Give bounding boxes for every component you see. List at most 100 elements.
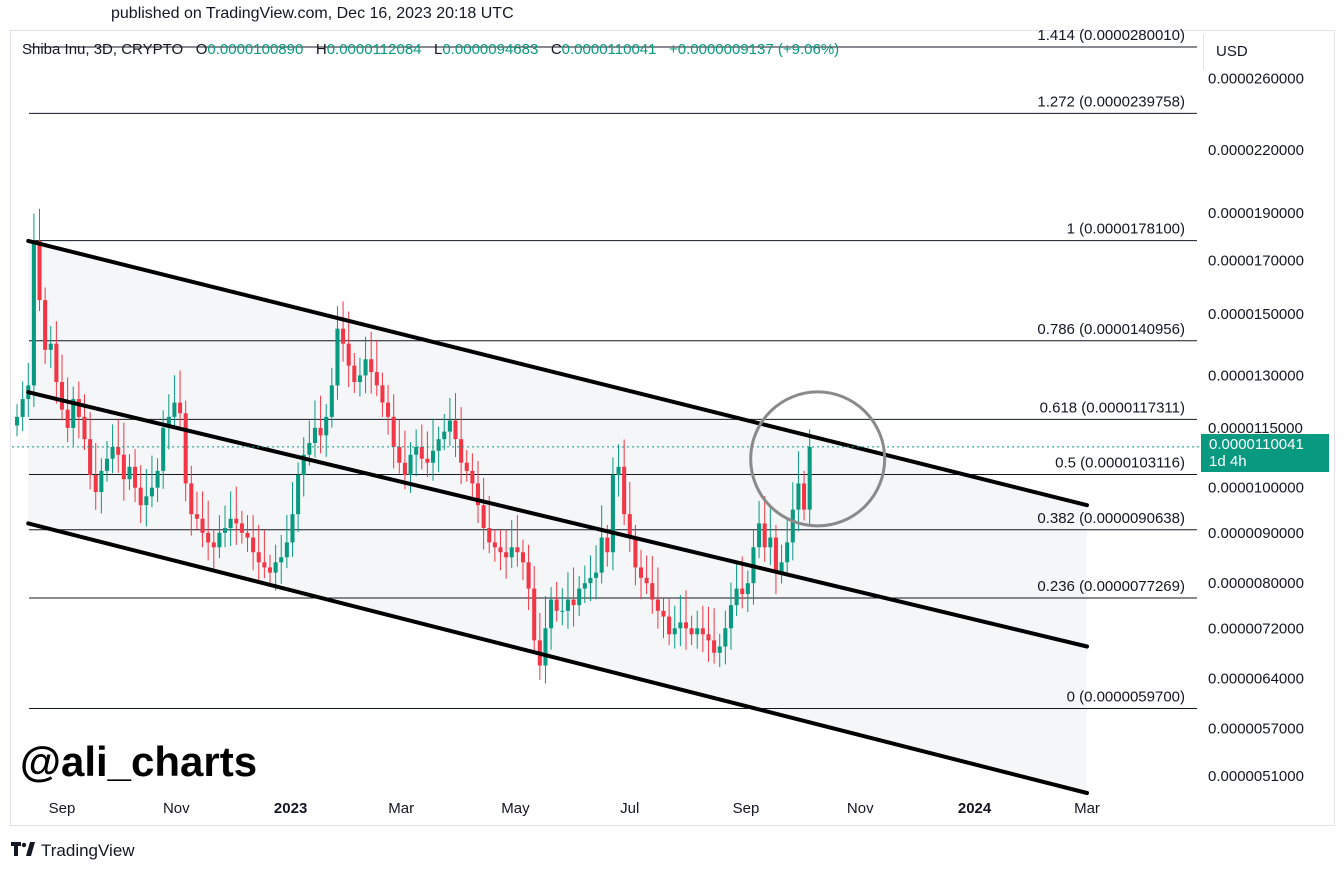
candle-body bbox=[116, 446, 121, 455]
price-axis-label: 0.0000051000 bbox=[1208, 768, 1304, 785]
candle-body bbox=[790, 509, 795, 543]
candle-body bbox=[419, 446, 424, 459]
candle-body bbox=[475, 483, 481, 506]
candle-body bbox=[234, 518, 239, 524]
candle-body bbox=[509, 547, 514, 558]
candle-body bbox=[487, 528, 492, 543]
candle-body bbox=[267, 567, 273, 573]
fib-level-label: 1.414 (0.0000280010) bbox=[1037, 27, 1185, 44]
open-label: O bbox=[195, 41, 208, 58]
candle-body bbox=[667, 616, 672, 635]
candle-body bbox=[256, 552, 261, 563]
currency-selector[interactable]: USD bbox=[1203, 34, 1331, 70]
fib-level-label: 0.618 (0.0000117311) bbox=[1040, 399, 1185, 416]
candle-body bbox=[301, 454, 306, 476]
fib-level-label: 0.5 (0.0000103116) bbox=[1055, 455, 1185, 472]
candle-body bbox=[279, 557, 284, 563]
candle-body bbox=[453, 420, 458, 440]
candle-body bbox=[194, 514, 199, 519]
candle-body bbox=[133, 466, 138, 488]
candle-body bbox=[99, 470, 104, 492]
candle-body bbox=[284, 542, 289, 558]
candle-body bbox=[431, 450, 436, 463]
price-axis-labels: 0.0000260000 0.0000220000 0.0000190000 0.00… bbox=[1208, 71, 1304, 785]
chart-frame bbox=[10, 30, 1335, 826]
candle-body bbox=[374, 372, 379, 386]
candle-body bbox=[206, 532, 211, 543]
fib-level-label: 1.272 (0.0000239758) bbox=[1037, 93, 1185, 110]
candle-body bbox=[121, 454, 126, 480]
candle-body bbox=[745, 583, 750, 595]
candle-body bbox=[110, 446, 115, 459]
candle-body bbox=[149, 487, 154, 497]
candle-body bbox=[650, 583, 655, 600]
candle-body bbox=[644, 577, 649, 584]
candle-body bbox=[706, 634, 711, 641]
candle-body bbox=[610, 475, 615, 553]
candle-body bbox=[346, 343, 351, 366]
candle-body bbox=[15, 416, 20, 426]
candle-body bbox=[740, 588, 745, 595]
candle-body bbox=[526, 562, 531, 589]
candle-body bbox=[380, 385, 385, 403]
symbol-label[interactable]: Shiba Inu, 3D, CRYPTO bbox=[22, 41, 184, 58]
candle-body bbox=[638, 567, 644, 578]
candle-body bbox=[447, 420, 452, 432]
candle-body bbox=[425, 458, 430, 463]
candle-body bbox=[785, 542, 790, 563]
candle-body bbox=[341, 328, 346, 344]
candle-body bbox=[127, 466, 132, 480]
candle-body bbox=[695, 628, 700, 635]
candle-body bbox=[324, 416, 329, 436]
time-axis-label: 2023 bbox=[274, 800, 307, 817]
candle-body bbox=[251, 537, 256, 553]
candle-body bbox=[802, 483, 807, 510]
candle-body bbox=[71, 399, 76, 428]
high-value: 0.0000112084 bbox=[326, 41, 422, 58]
candle-body bbox=[166, 416, 171, 428]
candle-body bbox=[700, 628, 705, 635]
candle-body bbox=[728, 605, 733, 629]
candle-body bbox=[757, 523, 762, 548]
candle-body bbox=[211, 542, 216, 548]
candle-body bbox=[93, 475, 98, 492]
candle-body bbox=[599, 537, 604, 573]
candle-body bbox=[683, 622, 689, 629]
candle-body bbox=[560, 610, 565, 612]
channel-fill-layer bbox=[28, 240, 1088, 793]
candle-body bbox=[88, 439, 93, 476]
time-axis-label: Sep bbox=[49, 800, 76, 817]
candle-body bbox=[369, 359, 374, 373]
high-label: H bbox=[315, 41, 327, 58]
candle-body bbox=[565, 599, 570, 611]
tradingview-logo[interactable]: TradingView bbox=[11, 840, 135, 861]
candle-body bbox=[661, 610, 666, 617]
candle-body bbox=[807, 446, 812, 510]
candle-body bbox=[655, 599, 660, 611]
price-axis-label: 0.0000190000 bbox=[1208, 205, 1304, 222]
candle-body bbox=[492, 542, 497, 548]
candle-body bbox=[54, 343, 59, 383]
time-axis-label: 2024 bbox=[958, 800, 992, 817]
candle-body bbox=[37, 240, 42, 301]
candle-body bbox=[178, 402, 183, 414]
fibonacci-layer: 1.414 (0.0000280010) 1.272 (0.0000239758)… bbox=[29, 27, 1197, 709]
fib-level-label: 0 (0.0000059700) bbox=[1067, 688, 1185, 705]
current-price-value: 0.0000110041 bbox=[1209, 436, 1304, 453]
candle-body bbox=[273, 562, 278, 573]
candle-body bbox=[31, 240, 36, 386]
candle-body bbox=[363, 359, 368, 376]
time-axis-label: Mar bbox=[388, 800, 414, 817]
bar-countdown: 1d 4h bbox=[1209, 453, 1247, 470]
candle-body bbox=[689, 628, 694, 635]
channel-band bbox=[28, 240, 1088, 793]
candle-body bbox=[504, 552, 509, 558]
candle-body bbox=[773, 537, 778, 573]
channel-lower-line bbox=[26, 521, 1089, 795]
candle-body bbox=[155, 470, 160, 488]
candle-body bbox=[622, 466, 627, 515]
time-axis-label: May bbox=[501, 800, 530, 817]
fib-level-label: 1 (0.0000178100) bbox=[1067, 221, 1185, 238]
candle-body bbox=[678, 622, 683, 629]
